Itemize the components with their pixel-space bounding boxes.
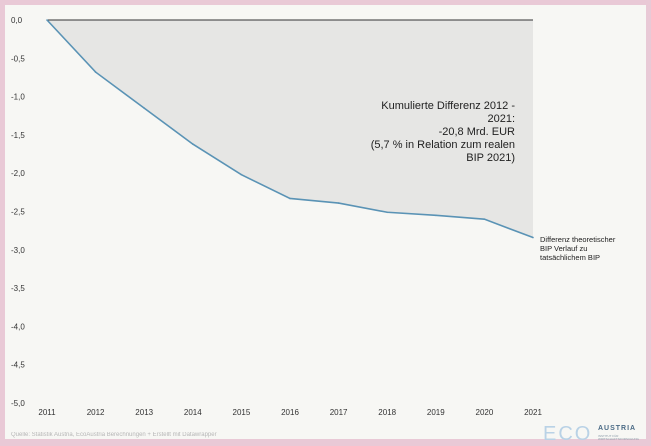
logo-eco-text: ECO — [543, 423, 593, 445]
chart: 0,0 -0,5 -1,0 -1,5 -2,0 -2,5 -3,0 -3,5 -4,0 -4,5 -… — [11, 16, 542, 417]
y-tick-label: -1,5 — [11, 131, 25, 140]
chart-panel: 0,0 -0,5 -1,0 -1,5 -2,0 -2,5 -3,0 -3,5 -4,0 -4,5 -… — [5, 5, 646, 445]
data-point-2021 — [532, 236, 534, 239]
y-tick-label: -3,0 — [11, 246, 25, 255]
difference-area — [47, 20, 533, 238]
series-label: Differenz theoretischer BIP Verlauf zu t… — [540, 235, 616, 262]
data-point-2011 — [46, 19, 48, 21]
logo-austria-text: AUSTRIA — [598, 425, 637, 432]
y-tick-label: 0,0 — [11, 16, 23, 25]
y-tick-label: -2,5 — [11, 208, 25, 217]
data-point-2018 — [386, 211, 389, 214]
y-tick-label: -4,0 — [11, 322, 25, 331]
data-point-2020 — [483, 218, 486, 220]
data-point-2016 — [289, 197, 291, 200]
x-tick-label: 2021 — [524, 408, 542, 417]
data-point-2015 — [240, 173, 243, 176]
x-tick-label: 2016 — [281, 408, 299, 417]
x-tick-label: 2018 — [378, 408, 396, 417]
data-point-2013 — [143, 107, 145, 109]
y-tick-label: -2,0 — [11, 169, 25, 178]
y-tick-label: -5,0 — [11, 399, 25, 408]
data-point-2019 — [435, 214, 437, 217]
x-tick-label: 2014 — [184, 408, 202, 417]
cumulative-difference-annotation: Kumulierte Differenz 2012 - 2021: -20,8 … — [370, 100, 515, 164]
x-tick-label: 2013 — [135, 408, 153, 417]
x-tick-label: 2020 — [476, 408, 494, 417]
data-point-2014 — [192, 143, 194, 145]
y-tick-label: -1,0 — [11, 93, 25, 102]
x-tick-label: 2019 — [427, 408, 445, 417]
y-tick-label: -3,5 — [11, 284, 25, 293]
x-tick-label: 2011 — [38, 408, 56, 417]
data-point-2012 — [94, 71, 97, 73]
x-tick-label: 2015 — [233, 408, 251, 417]
logo-subtitle: INSTITUT FÜR WIRTSCHAFTSFORSCHUNG — [598, 434, 639, 441]
x-tick-label: 2017 — [330, 408, 348, 417]
eco-austria-logo: ECO AUSTRIA INSTITUT FÜR WIRTSCHAFTSFORS… — [543, 423, 651, 445]
y-tick-label: -4,5 — [11, 361, 25, 370]
data-point-2017 — [337, 202, 340, 204]
y-tick-label: -0,5 — [11, 54, 25, 63]
x-tick-label: 2012 — [87, 408, 105, 417]
source-note: Quelle: Statistik Austria, EcoAustria Be… — [11, 432, 217, 438]
